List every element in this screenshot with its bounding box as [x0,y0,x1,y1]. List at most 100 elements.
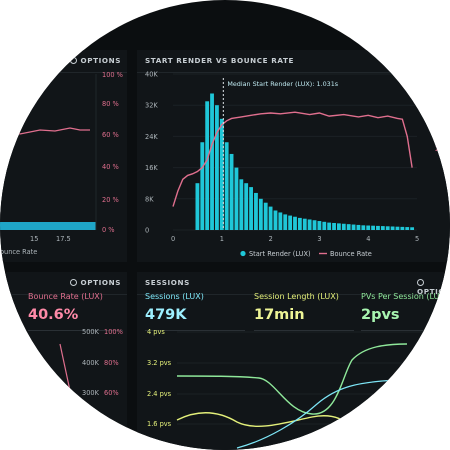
panel-title: START RENDER VS BOUNCE RATE [145,56,294,65]
y-tick: 80 % [102,100,119,108]
bar [307,219,312,230]
bar [327,222,332,230]
bar [346,224,351,230]
bar [205,101,210,230]
bar [395,226,400,230]
panel-title: SESSIONS [145,278,190,287]
x-tick-label: 4 [366,235,370,243]
y-tick: 3.2 pvs [147,359,172,367]
bar [229,153,234,230]
y-tick: 0 % [102,226,115,234]
median-annotation: Median Start Render (LUX): 1.031s [227,80,338,88]
y-tick: 500K [82,328,99,336]
y-tick-label: 24K [145,133,158,141]
y-tick: 60 % [102,131,119,139]
bar [376,225,380,230]
bar [210,93,214,230]
bar [366,225,371,230]
panel-header: START RENDER VS BOUNCE RATE [137,50,450,73]
legend-label: Start Render (LUX) [249,250,311,258]
bar [400,226,405,230]
metric-underline [361,330,450,331]
x-tick-label: 3 [317,235,321,243]
pvs-per-session-value: 2pvs [361,307,400,323]
metric-underline [254,330,354,331]
y-right-tick-label: 60 [435,79,443,87]
bar [302,218,307,230]
legend-label: Bounce Rate [330,250,372,258]
y-tick: 300K [82,389,99,397]
bar [234,167,239,230]
options-icon [69,57,77,64]
y-tick-label: 16K [145,164,158,172]
panel-header: SESSIONS OPTIONS [137,272,450,296]
options-button[interactable]: OPTIONS [417,278,450,296]
metric-label: Bounce Rate (LUX) [28,292,103,301]
sessions-line [176,343,408,415]
x-tick-label: 0 [171,235,175,243]
y-tick: 2.4 pvs [147,390,172,398]
sessions-value: 479K [145,307,187,323]
x-tick-label: 2 [269,235,273,243]
bar [273,210,278,230]
bar [361,225,366,230]
bar [263,202,268,230]
top-left-panel: OPTIONS 100 % 80 % 60 % 40 % 20 % 0 % 15… [0,50,127,262]
bar [390,226,395,230]
bar [405,227,410,230]
y-tick: 400K [82,359,99,367]
bounce-rate-chart-cropped [0,74,97,230]
metric-value: 40.6% [28,307,79,323]
bounce-rate-line [59,343,77,450]
bar [410,227,415,230]
sessions-chart [176,331,450,449]
y-tick-label: 40K [145,71,158,79]
pvs-per-session-label: PVs Per Session (LUX) [361,292,449,301]
sessions-panel: SESSIONS OPTIONS Sessions (LUX) 479K Ses… [137,272,450,450]
pvs-line [236,379,398,449]
bar [356,224,361,230]
bar [224,142,229,230]
bar [297,217,302,230]
y-tick: 100% [104,328,123,336]
metric-underline [145,330,245,331]
bar [380,226,385,230]
bottom-left-panel: OPTIONS Bounce Rate (LUX) 40.6% 500K 400… [0,272,127,450]
bounce-rate-mini-chart [59,343,77,450]
bar [288,215,293,230]
bar-strip [0,222,96,230]
bar [200,142,205,230]
x-tick-label: 1 [220,235,224,243]
bar [293,216,297,230]
x-tick: 15 [30,235,39,243]
bar [351,224,356,230]
bar [244,183,249,230]
bar [258,198,263,230]
y-tick-label: 8K [145,195,154,203]
y-tick: 80% [104,359,119,367]
sessions-label: Sessions (LUX) [145,292,204,301]
bar [195,183,200,230]
bar [249,187,253,230]
y-tick-label: 32K [145,102,158,110]
options-button[interactable]: OPTIONS [69,278,121,287]
bar [215,105,219,230]
session-length-label: Session Length (LUX) [254,292,339,301]
legend-marker [240,250,246,257]
options-icon [417,279,424,286]
y-tick-label: 0 [145,227,149,235]
y-right-tick-label: 20 [435,145,443,153]
bar [341,223,346,230]
session-length-line [176,412,368,438]
bar [312,220,317,230]
y-tick: 1.6 pvs [147,420,172,428]
bar [337,223,341,230]
y-tick: 100 % [102,71,123,79]
panel-header: OPTIONS [0,50,127,73]
bar [254,192,258,230]
options-button[interactable]: OPTIONS [69,56,121,65]
y-tick: 60% [104,389,119,397]
panel-header: OPTIONS [0,272,127,295]
bounce-rate-line [172,111,413,207]
